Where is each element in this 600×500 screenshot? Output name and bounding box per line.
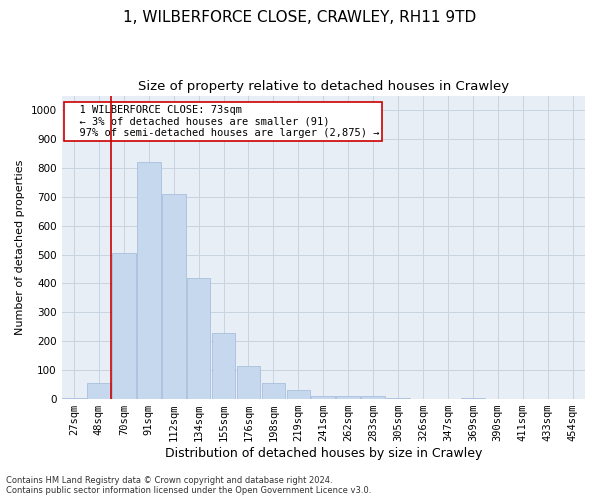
Bar (162, 194, 185, 399)
Text: Contains HM Land Registry data © Crown copyright and database right 2024.
Contai: Contains HM Land Registry data © Crown c… (6, 476, 371, 495)
Bar (262, 383, 285, 399)
Bar (461, 398, 485, 399)
Bar (361, 396, 385, 399)
Bar (287, 390, 310, 399)
Bar (137, 162, 161, 399)
Bar (386, 398, 410, 399)
Bar (112, 253, 136, 399)
X-axis label: Distribution of detached houses by size in Crawley: Distribution of detached houses by size … (164, 447, 482, 460)
Bar (311, 396, 335, 399)
Bar (62, 398, 86, 399)
Text: 1 WILBERFORCE CLOSE: 73sqm
  ← 3% of detached houses are smaller (91)
  97% of s: 1 WILBERFORCE CLOSE: 73sqm ← 3% of detac… (67, 104, 379, 138)
Y-axis label: Number of detached properties: Number of detached properties (15, 160, 25, 335)
Bar (236, 366, 260, 399)
Text: 1, WILBERFORCE CLOSE, CRAWLEY, RH11 9TD: 1, WILBERFORCE CLOSE, CRAWLEY, RH11 9TD (124, 10, 476, 25)
Title: Size of property relative to detached houses in Crawley: Size of property relative to detached ho… (138, 80, 509, 93)
Bar (337, 396, 360, 399)
Bar (87, 383, 111, 399)
Bar (187, 278, 211, 399)
Bar (212, 333, 235, 399)
